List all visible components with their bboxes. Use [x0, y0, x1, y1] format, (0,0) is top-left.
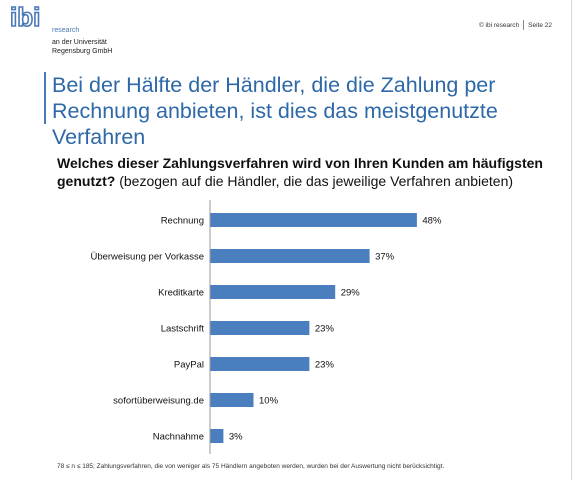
category-label: Nachnahme [153, 432, 204, 443]
logo-text: ibi [10, 4, 40, 30]
bar [210, 357, 310, 371]
page-number: Seite 22 [528, 21, 552, 29]
value-label: 23% [315, 360, 335, 371]
org-line2: an der Universität [52, 39, 107, 46]
category-label: Überweisung per Vorkasse [90, 252, 204, 263]
org-name: research [52, 27, 80, 34]
slide-meta: © ibi research Seite 22 [479, 20, 552, 30]
value-label: 3% [229, 432, 243, 443]
category-label: PayPal [174, 360, 204, 371]
copyright-text: © ibi research [478, 21, 520, 29]
category-label: Kreditkarte [158, 288, 204, 299]
bar [210, 213, 417, 227]
bar [210, 321, 310, 335]
ibi-logo-mark: ibi [9, 1, 41, 33]
slide-title: Bei der Hälfte der Händler, die die Zahl… [52, 73, 498, 149]
bar [210, 429, 224, 443]
bar [210, 393, 254, 407]
title-accent-bar [44, 72, 46, 124]
bar [210, 285, 336, 299]
value-label: 10% [259, 396, 279, 407]
org-line3: Regensburg GmbH [52, 48, 113, 55]
value-label: 23% [315, 324, 335, 335]
meta-separator [523, 20, 525, 30]
bar [210, 249, 370, 263]
value-label: 37% [375, 252, 395, 263]
page-edge-line [571, 0, 572, 480]
footnote: 78 ≤ n ≤ 185; Zahlungsverfahren, die von… [57, 463, 445, 470]
bar-chart: Rechnung 48% Überweisung per Vorkasse 37% Kr… [90, 200, 442, 454]
question-note: (bezogen auf die Händler, die das jeweil… [115, 173, 514, 189]
ibi-logo: ibi [9, 1, 52, 35]
category-label: Rechnung [161, 216, 204, 227]
value-label: 48% [422, 216, 442, 227]
value-label: 29% [341, 288, 361, 299]
category-label: Lastschrift [161, 324, 205, 335]
question-bold: Welches dieser Zahlungsverfahren wird vo… [57, 155, 543, 189]
category-label: sofortüberweisung.de [113, 396, 204, 407]
survey-question: Welches dieser Zahlungsverfahren wird vo… [57, 154, 557, 190]
